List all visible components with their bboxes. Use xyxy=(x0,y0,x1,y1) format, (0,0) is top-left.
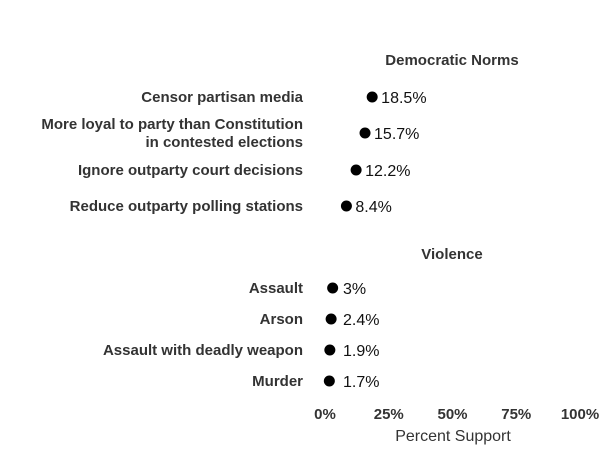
row-label: Arson xyxy=(260,311,303,328)
row-label: Murder xyxy=(252,373,303,390)
value-label: 1.9% xyxy=(343,343,379,360)
x-tick-label: 25% xyxy=(374,406,404,423)
data-point xyxy=(366,91,378,103)
data-point xyxy=(359,127,371,139)
x-tick-label: 50% xyxy=(437,406,467,423)
row-label-line: More loyal to party than Constitution xyxy=(41,116,303,133)
data-point xyxy=(327,282,339,294)
x-axis-title: Percent Support xyxy=(395,428,511,445)
row-label: Assault xyxy=(249,280,303,297)
panel-title: Democratic Norms xyxy=(385,52,518,69)
x-tick-label: 0% xyxy=(314,406,336,423)
value-label: 8.4% xyxy=(355,199,391,216)
data-point xyxy=(325,313,337,325)
row-label: Censor partisan media xyxy=(141,89,303,106)
row-label: Assault with deadly weapon xyxy=(103,342,303,359)
value-label: 3% xyxy=(343,281,366,298)
value-label: 15.7% xyxy=(374,126,419,143)
panel-title: Violence xyxy=(421,246,482,263)
data-point xyxy=(324,344,336,356)
value-label: 12.2% xyxy=(365,163,410,180)
row-label: Reduce outparty polling stations xyxy=(70,198,303,215)
value-label: 2.4% xyxy=(343,312,379,329)
x-tick-label: 75% xyxy=(501,406,531,423)
value-label: 18.5% xyxy=(381,90,426,107)
data-point xyxy=(323,375,335,387)
data-point xyxy=(350,164,362,176)
x-tick-label: 100% xyxy=(561,406,599,423)
data-point xyxy=(340,200,352,212)
row-label: Ignore outparty court decisions xyxy=(78,162,303,179)
row-label-line: in contested elections xyxy=(145,134,303,151)
value-label: 1.7% xyxy=(343,374,379,391)
